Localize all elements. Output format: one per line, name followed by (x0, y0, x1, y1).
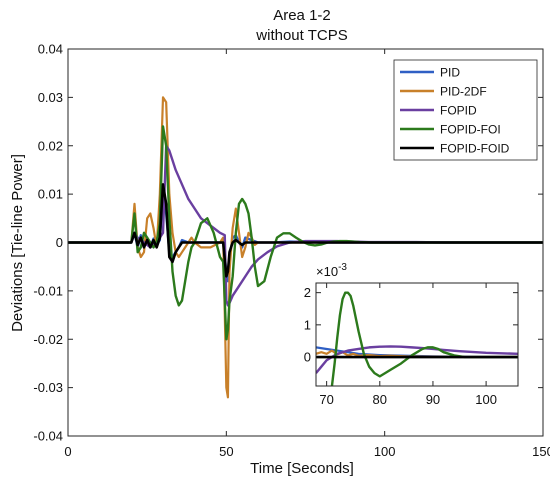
legend-label-fopid: FOPID (440, 104, 477, 118)
main-y-tick-label: 0.03 (38, 90, 63, 105)
inset-plot-area (316, 283, 518, 386)
main-axis-tick-labels: 0 50 100 150 -0.04 -0.03 -0.02 -0.01 0 0.01 0.02 0.… (33, 42, 550, 460)
inset-axis-tick-labels: 70 80 90 100 2 1 0 (304, 285, 497, 407)
inset-axes-box (315, 282, 519, 387)
x-axis-label: Time [Seconds] (250, 460, 354, 477)
inset-y-tick-label: 0 (304, 350, 311, 365)
chart-subtitle: without TCPS (255, 27, 347, 44)
main-y-tick-label: 0.02 (38, 138, 63, 153)
inset-x-tick-label: 100 (475, 392, 497, 407)
main-y-tick-label: -0.04 (33, 429, 63, 444)
inset-y-tick-label: 1 (304, 317, 311, 332)
main-series-fopid-foid-line (68, 183, 543, 278)
main-axes-box (67, 48, 544, 437)
main-y-tick-label: 0.01 (38, 187, 63, 202)
main-x-tick-label: 100 (374, 444, 396, 459)
main-y-tick-label: 0.04 (38, 42, 63, 57)
inset-y-tick-label: 2 (304, 285, 311, 300)
main-x-tick-label: 50 (219, 444, 233, 459)
inset-x-tick-label: 90 (426, 392, 440, 407)
legend-label-fopid-foi: FOPID-FOI (440, 123, 501, 137)
main-x-tick-label: 0 (64, 444, 71, 459)
legend-label-fopid-foid: FOPID-FOID (440, 142, 510, 156)
main-y-tick-label: -0.03 (33, 380, 63, 395)
legend-label-pid-2df: PID-2DF (440, 85, 487, 99)
main-x-tick-label: 150 (532, 444, 550, 459)
main-y-tick-label: -0.02 (33, 332, 63, 347)
inset-series-lines (316, 291, 518, 386)
inset-series-fopid-foi-line (330, 291, 518, 386)
inset-y-multiplier: ×10-3 (316, 262, 347, 279)
legend: PID PID-2DF FOPID FOPID-FOI FOPID-FOID (393, 59, 538, 161)
inset-x-tick-label: 80 (373, 392, 387, 407)
inset-x-tick-label: 70 (319, 392, 333, 407)
main-y-tick-label: -0.01 (33, 283, 63, 298)
main-y-tick-label: 0 (56, 235, 63, 250)
chart-title: Area 1-2 (273, 7, 331, 24)
y-axis-label: Deviations [Tie-line Power] (9, 154, 26, 332)
legend-label-pid: PID (440, 66, 460, 80)
main-series-lines (68, 96, 543, 399)
